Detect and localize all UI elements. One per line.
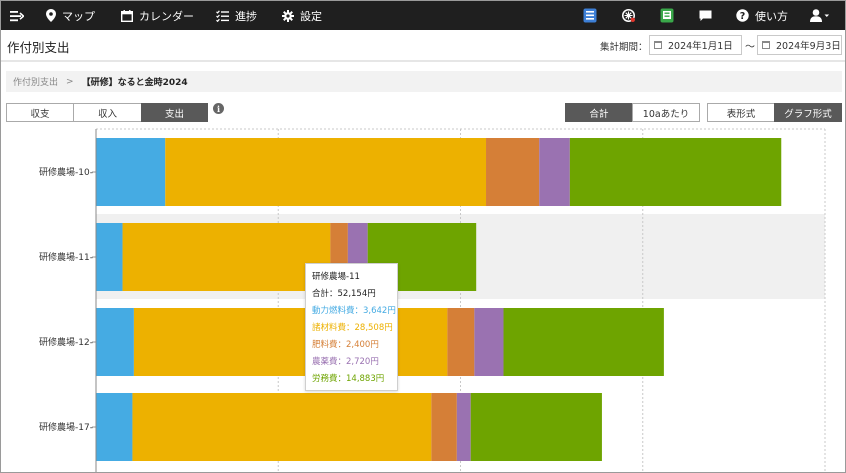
blue-app-icon[interactable] [583, 1, 597, 30]
y-axis-label: 研修農場-10- [39, 166, 93, 178]
tooltip-line: 諸材料費：28,508円 [312, 323, 393, 333]
bar-segment-諸材料費 [133, 308, 448, 376]
green-app-icon[interactable] [660, 1, 674, 30]
y-axis-label: 研修農場-12- [39, 336, 93, 348]
tab-income[interactable]: 収入 [73, 103, 142, 122]
breadcrumb-current: 【研修】なると金時2024 [81, 78, 188, 88]
nav-settings-label: 設定 [300, 9, 322, 23]
nav-progress-label: 進捗 [235, 9, 257, 23]
start-date-field[interactable]: 2024年1月1日 [649, 35, 742, 55]
start-date-value: 2024年1月1日 [668, 41, 733, 52]
end-date-value: 2024年9月3日 [776, 41, 841, 52]
bar-segment-労務費 [470, 393, 602, 461]
calendar-icon [121, 9, 133, 22]
calendar-icon [762, 41, 770, 49]
tooltip-line: 労務費：14,883円 [312, 374, 385, 384]
bar-segment-動力燃料費 [96, 138, 166, 206]
nav-map-label: マップ [62, 9, 95, 23]
tab-table-view[interactable]: 表形式 [707, 103, 775, 122]
ai-app-icon[interactable] [621, 1, 636, 30]
tooltip-title: 研修農場-11 [312, 272, 360, 282]
nav-calendar-label: カレンダー [139, 9, 194, 23]
bar-segment-諸材料費 [132, 393, 432, 461]
help-icon: ? [736, 9, 749, 22]
info-icon[interactable]: i [213, 103, 224, 114]
tooltip-line: 肥料費：2,400円 [312, 340, 379, 350]
user-icon [810, 9, 830, 22]
nav-map[interactable]: マップ [46, 1, 95, 30]
map-pin-icon [46, 9, 56, 22]
breadcrumb-parent-link[interactable]: 作付別支出 [13, 78, 59, 88]
tab-per-10a[interactable]: 10aあたり [632, 103, 700, 122]
stacked-bar-chart: 研修農場-10- 研修農場-11- 研修農場-12- 研修農場-17- [39, 128, 826, 472]
menu-expand-icon[interactable] [10, 1, 24, 30]
tab-graph-view[interactable]: グラフ形式 [774, 103, 842, 122]
page-title: 作付別支出 [7, 40, 70, 55]
user-menu[interactable] [810, 1, 830, 30]
tooltip-total: 合計：52,154円 [312, 289, 376, 299]
calendar-icon [654, 41, 662, 49]
end-date-field[interactable]: 2024年9月3日 [757, 35, 842, 55]
gear-icon [282, 9, 294, 22]
period-label: 集計期間： [600, 42, 648, 53]
bar-segment-肥料費 [431, 393, 457, 461]
tab-balance[interactable]: 収支 [6, 103, 74, 122]
bar-segment-諸材料費 [122, 223, 331, 291]
top-navigation-bar: マップ カレンダー 進捗 設定 ? 使い方 [1, 1, 845, 30]
nav-help-label: 使い方 [755, 9, 788, 23]
bar-segment-肥料費 [447, 308, 475, 376]
tab-expense[interactable]: 支出 [141, 103, 208, 122]
nav-calendar[interactable]: カレンダー [121, 1, 194, 30]
nav-settings[interactable]: 設定 [282, 1, 322, 30]
header-divider [1, 60, 845, 62]
bar-segment-動力燃料費 [96, 393, 133, 461]
tab-total[interactable]: 合計 [565, 103, 633, 122]
bar-segment-動力燃料費 [96, 223, 123, 291]
breadcrumb: 作付別支出 > 【研修】なると金時2024 [6, 71, 842, 92]
nav-help[interactable]: ? 使い方 [736, 1, 788, 30]
svg-text:?: ? [740, 11, 746, 22]
bar-segment-動力燃料費 [96, 308, 134, 376]
chat-icon[interactable] [699, 1, 712, 30]
tooltip-line: 動力燃料費：3,642円 [312, 306, 396, 316]
progress-list-icon [216, 9, 229, 22]
y-axis-label: 研修農場-11- [39, 251, 93, 263]
bar-segment-労務費 [503, 308, 664, 376]
y-axis-label: 研修農場-17- [39, 421, 93, 433]
bar-segment-労務費 [569, 138, 782, 206]
nav-progress[interactable]: 進捗 [216, 1, 257, 30]
bar-segment-農薬費 [456, 393, 471, 461]
chart-tooltip: 研修農場-11 合計：52,154円 動力燃料費：3,642円 諸材料費：28,5… [305, 263, 398, 391]
bar-segment-農薬費 [474, 308, 504, 376]
breadcrumb-separator: > [66, 76, 74, 87]
date-range-separator: 〜 [745, 42, 755, 53]
bar-segment-肥料費 [486, 138, 540, 206]
tooltip-line: 農薬費：2,720円 [312, 357, 379, 367]
bar-segment-農薬費 [539, 138, 570, 206]
bar-segment-諸材料費 [165, 138, 487, 206]
